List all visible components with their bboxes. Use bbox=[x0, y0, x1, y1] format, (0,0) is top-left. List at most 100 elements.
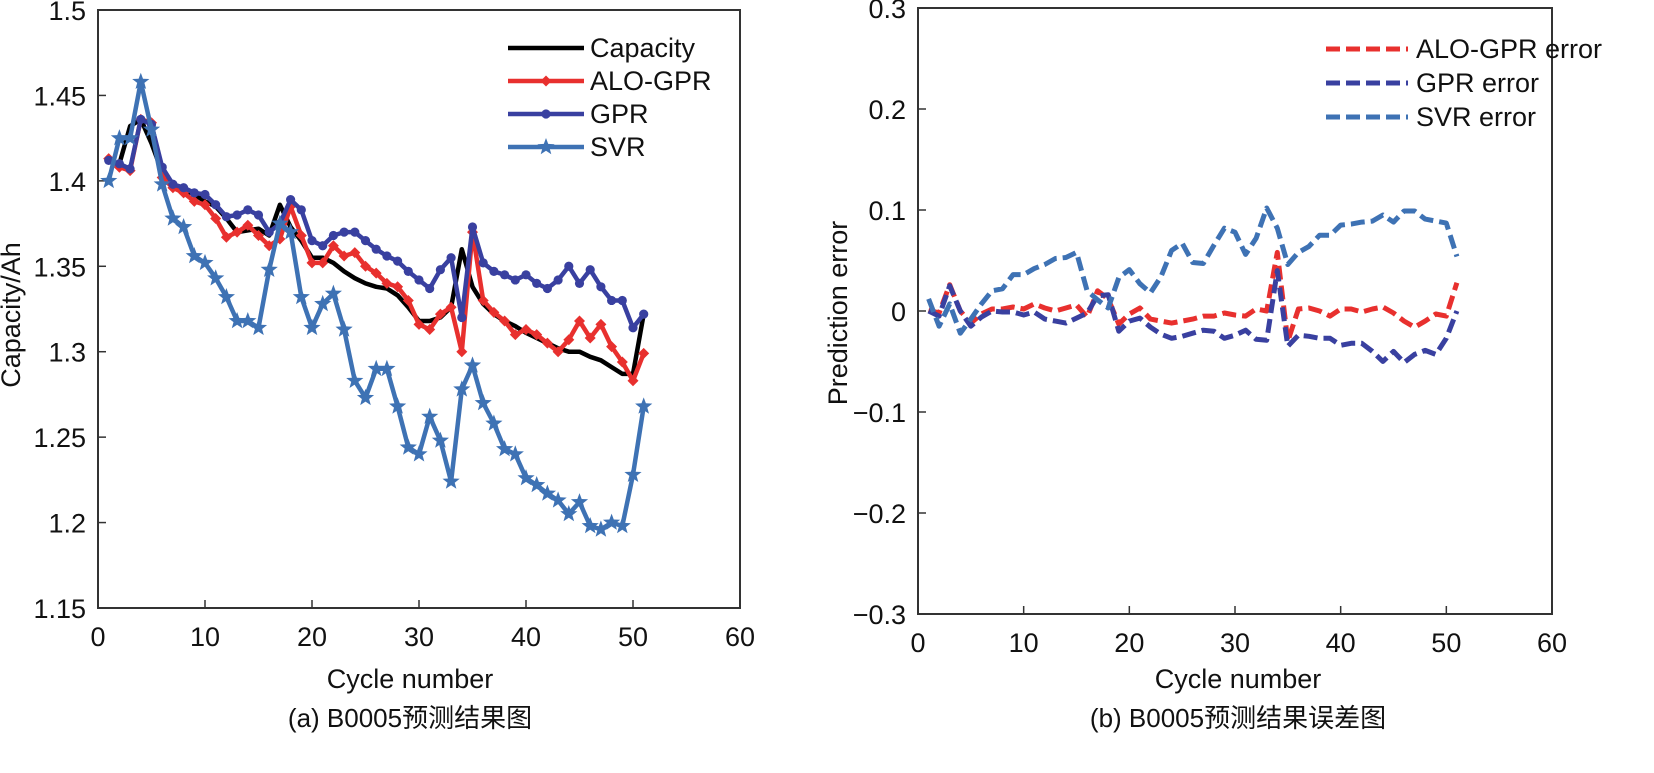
data-point-gpr bbox=[200, 189, 210, 200]
data-point-svr bbox=[142, 120, 161, 137]
data-point-alo-gpr bbox=[413, 318, 425, 330]
data-point-svr bbox=[356, 388, 375, 406]
data-point-svr bbox=[496, 440, 514, 457]
data-point-gpr bbox=[179, 183, 189, 193]
data-point-svr bbox=[239, 312, 257, 329]
data-point-svr bbox=[613, 517, 631, 534]
data-point-gpr bbox=[564, 261, 574, 271]
legend-item-gpr: GPR bbox=[508, 99, 649, 129]
data-point-alo-gpr bbox=[253, 230, 264, 242]
x-tick-label: 20 bbox=[297, 622, 327, 652]
legend-item-capacity: Capacity bbox=[508, 33, 696, 63]
data-point-svr bbox=[324, 284, 342, 301]
data-point-alo-gpr bbox=[242, 219, 254, 231]
series-svr-error bbox=[926, 205, 1460, 336]
data-point-svr bbox=[132, 72, 150, 89]
tick-marks-b bbox=[917, 7, 1553, 615]
data-point-gpr bbox=[328, 230, 338, 241]
data-point-svr bbox=[121, 129, 139, 146]
x-tick-label: 40 bbox=[511, 622, 541, 652]
data-point-svr bbox=[228, 312, 246, 329]
data-point-alo-gpr bbox=[499, 315, 511, 327]
data-point-alo-gpr bbox=[638, 347, 650, 359]
data-point-gpr bbox=[286, 195, 296, 205]
data-point-alo-gpr bbox=[595, 318, 607, 330]
legend-item-alo-gpr: ALO-GPR bbox=[508, 66, 712, 96]
data-point-gpr bbox=[478, 258, 488, 268]
data-point-alo-gpr bbox=[456, 346, 468, 358]
data-point-svr bbox=[485, 414, 503, 431]
data-point-gpr bbox=[189, 188, 199, 198]
data-point-alo-gpr bbox=[509, 329, 521, 341]
y-tick-labels-a: 1.15 1.2 1.25 1.3 1.35 1.4 1.45 1.5 bbox=[33, 0, 86, 624]
data-point-alo-gpr bbox=[199, 199, 211, 211]
data-point-gpr bbox=[125, 164, 135, 174]
data-point-alo-gpr bbox=[627, 375, 639, 387]
legend-label: GPR bbox=[590, 99, 649, 129]
tick-marks-a bbox=[97, 9, 741, 609]
y-tick-label: 1.35 bbox=[33, 252, 86, 282]
data-point-svr bbox=[570, 493, 589, 510]
data-point-alo-gpr bbox=[574, 315, 585, 327]
data-point-gpr bbox=[446, 253, 456, 263]
legend-item-gpr-error: GPR error bbox=[1326, 68, 1539, 98]
series-group-a bbox=[100, 72, 653, 537]
data-point-svr bbox=[207, 269, 225, 286]
data-point-svr bbox=[185, 247, 203, 264]
data-point-gpr bbox=[414, 275, 424, 285]
chart-panel-b: 0 10 20 30 40 50 60 −0.3 −0.2 −0.1 0 0.1 0.2 0.3 Cyc… bbox=[823, 0, 1602, 733]
data-point-gpr bbox=[639, 309, 649, 319]
data-point-svr bbox=[506, 445, 524, 462]
data-point-alo-gpr bbox=[210, 212, 222, 224]
data-point-gpr bbox=[628, 323, 638, 333]
series-line-alo-gpr-error bbox=[927, 249, 1460, 344]
data-point-svr bbox=[346, 371, 364, 388]
data-point-gpr bbox=[467, 222, 478, 232]
data-point-gpr bbox=[307, 236, 317, 246]
data-point-gpr bbox=[574, 278, 585, 288]
series-line-svr-error bbox=[926, 205, 1460, 336]
legend-item-svr: SVR bbox=[508, 132, 646, 162]
data-point-alo-gpr bbox=[520, 324, 532, 336]
series-line-gpr bbox=[108, 117, 646, 331]
data-point-alo-gpr bbox=[402, 294, 414, 306]
data-point-svr bbox=[538, 484, 556, 501]
x-tick-labels-a: 0 10 20 30 40 50 60 bbox=[90, 622, 755, 652]
y-tick-label: −0.2 bbox=[853, 499, 906, 529]
data-point-svr bbox=[153, 175, 171, 192]
data-point-svr bbox=[110, 129, 128, 146]
data-point-alo-gpr bbox=[327, 240, 339, 252]
data-point-alo-gpr bbox=[584, 332, 596, 344]
data-point-alo-gpr bbox=[392, 281, 404, 293]
series-gpr bbox=[104, 114, 649, 333]
data-point-alo-gpr bbox=[606, 341, 618, 353]
legend-item-alo-gpr-error: ALO-GPR error bbox=[1326, 34, 1602, 64]
data-point-svr bbox=[260, 260, 278, 277]
x-axis-label-b: Cycle number bbox=[1155, 664, 1322, 694]
caption-a: (a) B0005预测结果图 bbox=[288, 703, 532, 733]
x-tick-label: 40 bbox=[1326, 628, 1356, 658]
data-point-svr bbox=[442, 472, 460, 489]
data-point-gpr bbox=[243, 205, 253, 215]
x-tick-labels-b: 0 10 20 30 40 50 60 bbox=[910, 628, 1567, 658]
data-point-gpr bbox=[617, 295, 627, 306]
y-tick-label: 1.15 bbox=[33, 594, 86, 624]
x-tick-label: 10 bbox=[190, 622, 220, 652]
data-point-svr bbox=[389, 397, 407, 414]
y-tick-label: 0 bbox=[891, 297, 906, 327]
data-point-alo-gpr bbox=[445, 301, 457, 313]
data-point-gpr bbox=[521, 270, 531, 280]
data-point-gpr bbox=[232, 210, 242, 220]
data-point-svr bbox=[635, 397, 653, 414]
data-point-svr bbox=[367, 359, 385, 377]
legend-label: ALO-GPR bbox=[590, 66, 712, 96]
x-tick-label: 20 bbox=[1114, 628, 1144, 658]
legend-marker bbox=[541, 109, 551, 119]
data-point-svr bbox=[196, 253, 214, 271]
x-tick-label: 60 bbox=[1537, 628, 1567, 658]
data-point-gpr bbox=[350, 227, 360, 237]
data-point-svr bbox=[463, 356, 482, 373]
data-point-svr bbox=[431, 431, 449, 448]
